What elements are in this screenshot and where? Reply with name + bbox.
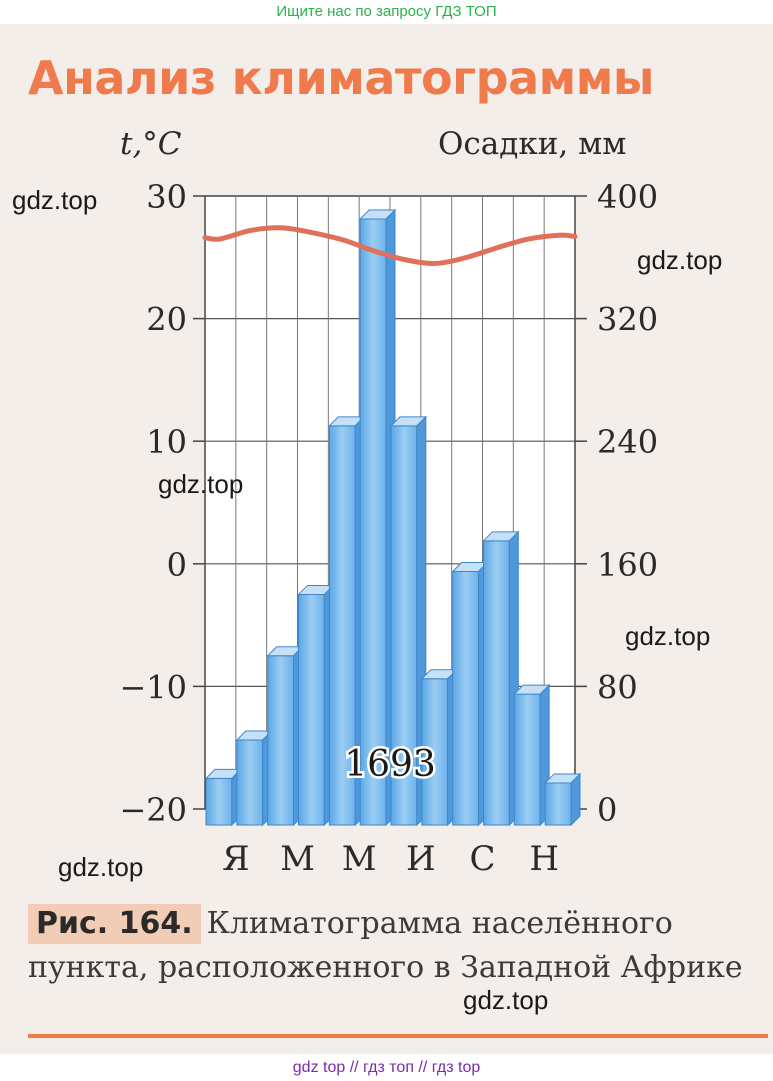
left-tick-label: 0 bbox=[167, 546, 187, 584]
precipitation-bar bbox=[205, 777, 233, 826]
left-tick-label: −20 bbox=[119, 791, 187, 829]
top-banner[interactable]: Ищите нас по запросу ГДЗ ТОП bbox=[0, 0, 773, 24]
month-label: Я bbox=[222, 839, 249, 879]
watermark: gdz.top bbox=[12, 185, 98, 215]
bottom-banner[interactable]: gdz top // гдз топ // гдз top bbox=[0, 1054, 773, 1081]
annual-precipitation-total: 1693 bbox=[344, 744, 436, 785]
right-axis-title: Осадки, мм bbox=[438, 126, 627, 162]
figure-caption-text: Климатограмма населённого пункта, распол… bbox=[28, 906, 743, 985]
bars-layer bbox=[204, 208, 582, 827]
watermark: gdz.top bbox=[463, 985, 549, 1015]
month-label: М bbox=[342, 839, 377, 879]
left-axis-title: t,°C bbox=[120, 126, 182, 162]
watermark: gdz.top bbox=[625, 621, 711, 651]
precipitation-bar bbox=[236, 739, 264, 826]
precipitation-bar bbox=[328, 425, 356, 826]
right-tick-label: 160 bbox=[597, 546, 658, 584]
precipitation-bar bbox=[421, 678, 449, 826]
right-tick-label: 80 bbox=[597, 668, 638, 706]
left-tick-label: 30 bbox=[146, 178, 187, 216]
temperature-line bbox=[202, 225, 578, 266]
precipitation-bar-side bbox=[570, 772, 581, 827]
right-tick-label: 400 bbox=[597, 178, 658, 216]
bottom-divider bbox=[28, 1034, 768, 1038]
watermark: gdz.top bbox=[637, 245, 723, 275]
left-tick-label: 10 bbox=[146, 423, 187, 461]
right-tick-label: 0 bbox=[597, 791, 617, 829]
figure-label: Рис. 164. bbox=[28, 904, 201, 944]
left-tick-label: 20 bbox=[146, 301, 187, 339]
month-label: С bbox=[469, 839, 495, 879]
left-tick-label: −10 bbox=[119, 668, 187, 706]
precipitation-bar bbox=[452, 570, 479, 826]
watermark: gdz.top bbox=[158, 469, 244, 499]
precipitation-bar bbox=[513, 693, 541, 826]
month-label: М bbox=[280, 839, 315, 879]
precipitation-bar bbox=[298, 593, 325, 826]
right-tick-label: 320 bbox=[597, 301, 658, 339]
month-label: Н bbox=[529, 839, 559, 879]
precipitation-bar bbox=[359, 218, 387, 826]
month-label: И bbox=[406, 839, 436, 879]
watermark: gdz.top bbox=[58, 852, 144, 882]
figure-caption: Рис. 164. Климатограмма населённого пункт… bbox=[28, 902, 768, 990]
precipitation-bar bbox=[267, 655, 294, 826]
page-title: Анализ климатограммы bbox=[28, 51, 654, 105]
precipitation-bar bbox=[544, 782, 572, 826]
precipitation-bar bbox=[483, 540, 510, 826]
right-tick-label: 240 bbox=[597, 423, 658, 461]
line-layer bbox=[202, 225, 578, 266]
